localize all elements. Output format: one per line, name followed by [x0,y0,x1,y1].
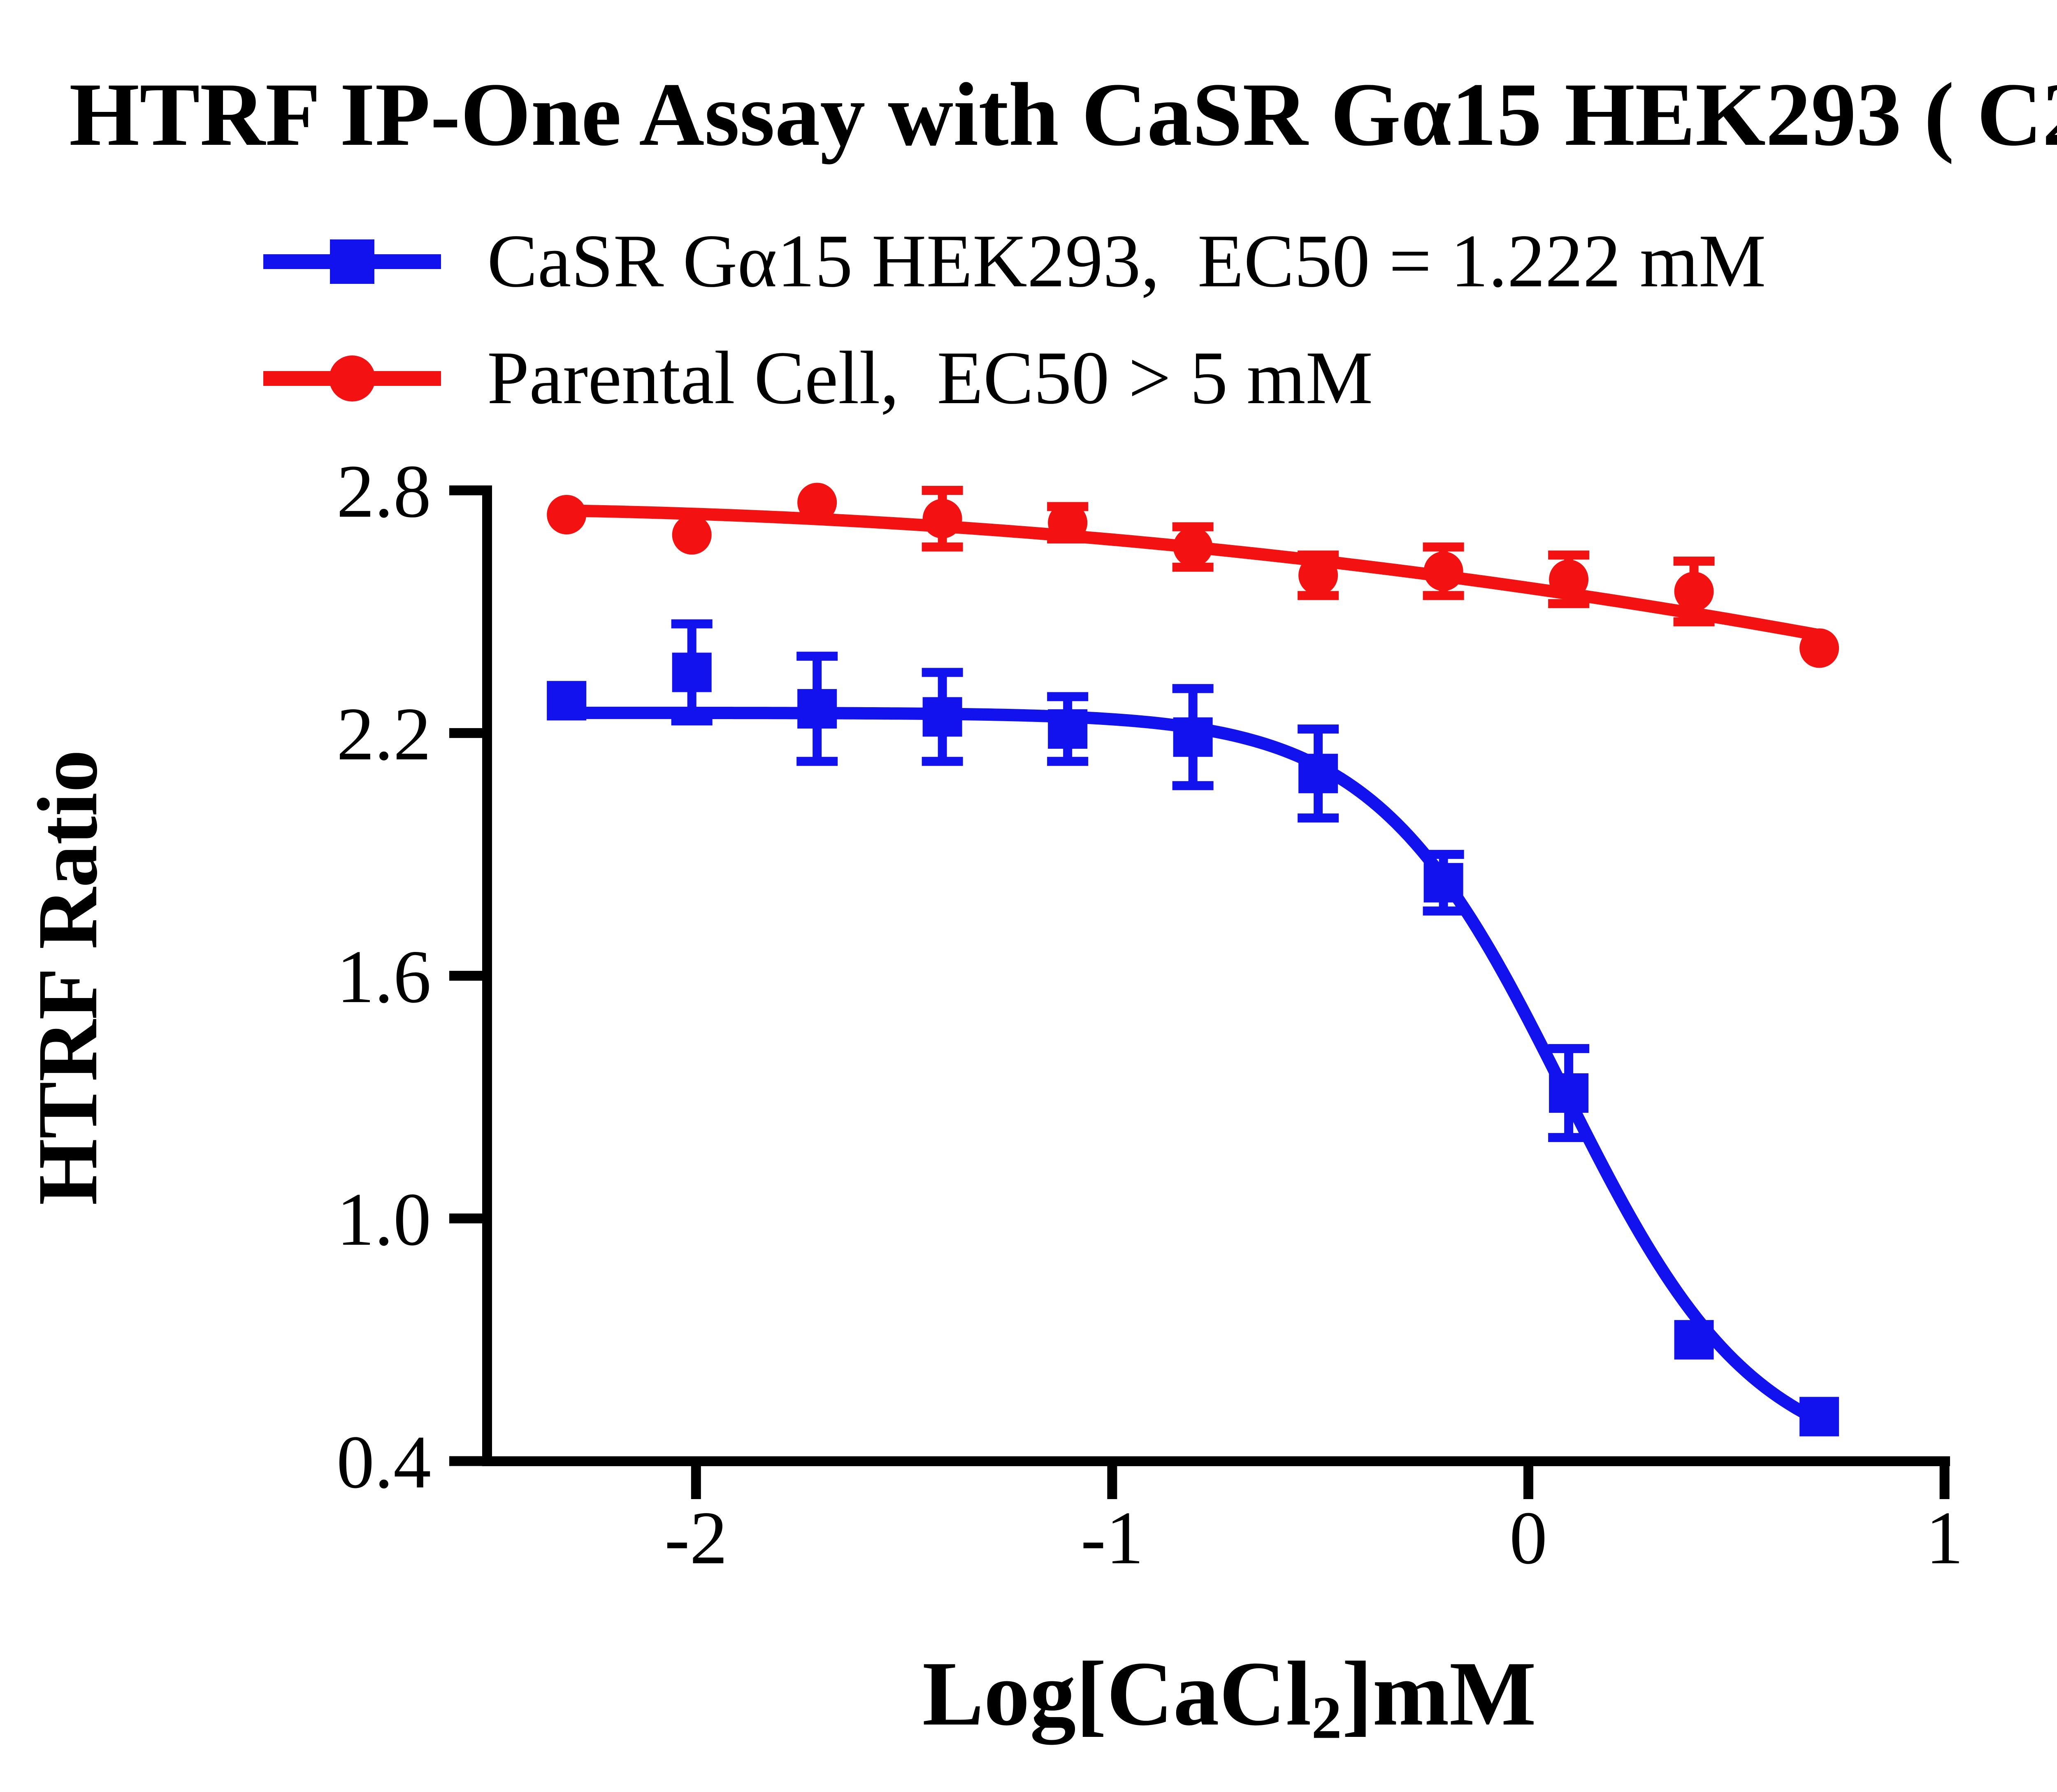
data-point-casr-5 [1173,717,1213,757]
data-point-casr-10 [1799,1397,1839,1437]
data-point-parental-6 [1298,555,1338,595]
data-point-parental-3 [922,499,962,539]
data-point-casr-9 [1674,1320,1714,1360]
x-axis-title: Log[CaCl2]mM [922,1642,1536,1753]
y-tick-label-2.2: 2.2 [337,692,431,776]
data-point-parental-4 [1048,503,1088,543]
data-point-casr-0 [547,681,587,721]
y-tick-label-2.8: 2.8 [337,449,431,533]
data-point-parental-10 [1799,628,1839,668]
data-point-casr-1 [672,652,712,692]
data-point-casr-8 [1549,1073,1589,1113]
x-axis-title-subscript: 2 [1311,1683,1342,1751]
x-tick-label-1: 1 [1926,1496,1964,1580]
fit-curve-casr [560,706,1821,1425]
x-axis-title-main: Log[CaCl [922,1644,1312,1746]
x-tick-label--2: -2 [664,1496,727,1580]
data-point-parental-5 [1173,527,1213,567]
data-point-casr-2 [797,689,837,729]
data-point-parental-9 [1674,571,1714,611]
data-point-casr-6 [1298,754,1338,794]
y-tick-label-0.4: 0.4 [337,1420,431,1504]
data-point-parental-7 [1423,551,1463,591]
x-tick-label--1: -1 [1081,1496,1144,1580]
legend-marker-circle-icon [263,355,441,401]
y-tick-label-1.6: 1.6 [337,935,431,1019]
data-point-parental-8 [1549,559,1589,599]
data-point-casr-3 [922,697,962,737]
legend-marker-square-icon [263,239,441,283]
data-point-parental-1 [672,515,712,555]
data-point-parental-0 [547,494,587,534]
legend-label-parental: Parental Cell, EC50 > 5 mM [487,336,1373,420]
legend-item-parental: Parental Cell, EC50 > 5 mM [260,334,1373,421]
x-tick-label-0: 0 [1509,1496,1547,1580]
y-tick-label-1.0: 1.0 [337,1177,431,1261]
chart-title: HTRF IP-One Assay with CaSR Gα15 HEK293 … [69,64,2057,165]
data-point-casr-4 [1048,709,1088,749]
data-point-casr-7 [1423,863,1463,903]
legend-label-casr: CaSR Gα15 HEK293, EC50 = 1.222 mM [487,219,1766,303]
data-point-parental-2 [797,483,837,522]
x-axis-title-unit: ]mM [1342,1644,1537,1746]
legend-item-casr: CaSR Gα15 HEK293, EC50 = 1.222 mM [260,217,1766,304]
